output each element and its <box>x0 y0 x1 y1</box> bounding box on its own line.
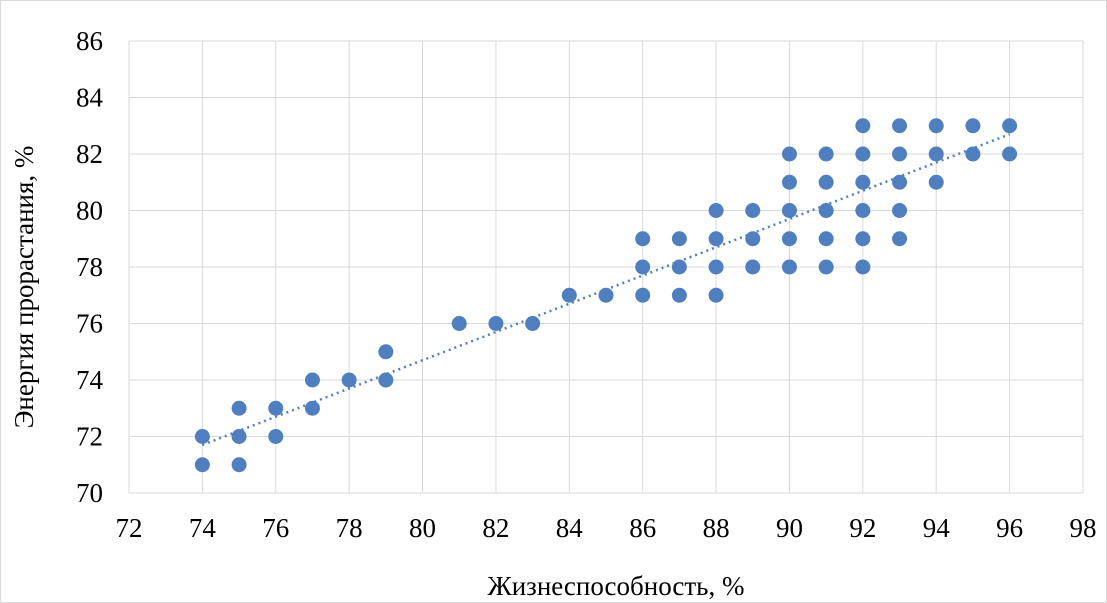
data-point <box>892 174 908 190</box>
data-point <box>231 400 247 416</box>
x-tick-label: 76 <box>262 513 289 543</box>
x-tick-label: 78 <box>336 513 363 543</box>
data-point <box>304 372 320 388</box>
data-point <box>781 174 797 190</box>
data-point <box>855 259 871 275</box>
data-point <box>892 203 908 218</box>
x-tick-label: 72 <box>116 513 143 543</box>
data-point <box>561 287 577 303</box>
data-point <box>635 231 651 247</box>
y-tick-label: 86 <box>76 26 103 56</box>
data-point <box>598 287 614 303</box>
data-point <box>341 372 357 388</box>
data-point <box>488 316 504 331</box>
data-point <box>635 287 651 303</box>
data-point <box>304 400 320 416</box>
data-point <box>855 174 871 190</box>
data-point <box>231 429 247 444</box>
data-point <box>671 231 687 247</box>
data-point <box>781 259 797 275</box>
data-point <box>231 457 247 473</box>
data-point <box>378 344 394 360</box>
data-point <box>451 316 467 331</box>
data-point <box>818 259 834 275</box>
y-tick-label: 72 <box>76 422 103 452</box>
data-point <box>671 287 687 303</box>
data-point <box>928 146 944 162</box>
data-point <box>818 203 834 218</box>
x-tick-label: 98 <box>1070 513 1097 543</box>
x-tick-label: 92 <box>849 513 876 543</box>
data-point <box>635 259 651 275</box>
data-point <box>928 174 944 190</box>
data-point <box>855 118 871 134</box>
x-tick-label: 94 <box>923 513 951 543</box>
data-point <box>965 118 981 134</box>
data-point <box>671 259 687 275</box>
y-axis-title: Энергия прорастания, % <box>9 146 39 429</box>
data-point <box>1002 118 1018 134</box>
data-point <box>781 203 797 218</box>
data-point <box>781 231 797 247</box>
data-point <box>745 259 761 275</box>
x-tick-label: 90 <box>776 513 803 543</box>
data-point <box>1002 146 1018 162</box>
x-tick-label: 80 <box>409 513 436 543</box>
data-point <box>194 429 210 444</box>
data-point <box>855 231 871 247</box>
data-point <box>745 231 761 247</box>
gridlines <box>128 40 1084 494</box>
tick-labels: 72 74 76 78 80 82 84 86 88 90 92 94 96 98 70 72 74 76 78 80… <box>76 26 1097 543</box>
data-point <box>745 203 761 218</box>
x-axis-title: Жизнеспособность, % <box>488 571 745 601</box>
data-points <box>194 118 1018 473</box>
data-point <box>194 457 210 473</box>
y-tick-label: 82 <box>76 139 103 169</box>
x-tick-label: 88 <box>703 513 730 543</box>
y-tick-label: 80 <box>76 196 103 226</box>
x-tick-label: 74 <box>189 513 217 543</box>
x-tick-label: 96 <box>996 513 1023 543</box>
data-point <box>268 400 284 416</box>
data-point <box>855 203 871 218</box>
y-tick-label: 76 <box>76 309 103 339</box>
x-tick-label: 82 <box>482 513 509 543</box>
data-point <box>708 259 724 275</box>
data-point <box>708 203 724 218</box>
y-tick-label: 74 <box>76 365 104 395</box>
data-point <box>708 231 724 247</box>
x-tick-label: 84 <box>556 513 584 543</box>
data-point <box>781 146 797 162</box>
y-tick-label: 70 <box>76 478 103 508</box>
data-point <box>855 146 871 162</box>
data-point <box>268 429 284 444</box>
y-tick-label: 78 <box>76 252 103 282</box>
data-point <box>892 231 908 247</box>
y-tick-label: 84 <box>76 83 104 113</box>
data-point <box>928 118 944 134</box>
data-point <box>378 372 394 388</box>
data-point <box>818 174 834 190</box>
data-point <box>818 146 834 162</box>
data-point <box>818 231 834 247</box>
data-point <box>892 118 908 134</box>
data-point <box>708 287 724 303</box>
data-point <box>892 146 908 162</box>
data-point <box>965 146 981 162</box>
data-point <box>525 316 541 331</box>
x-tick-label: 86 <box>629 513 656 543</box>
